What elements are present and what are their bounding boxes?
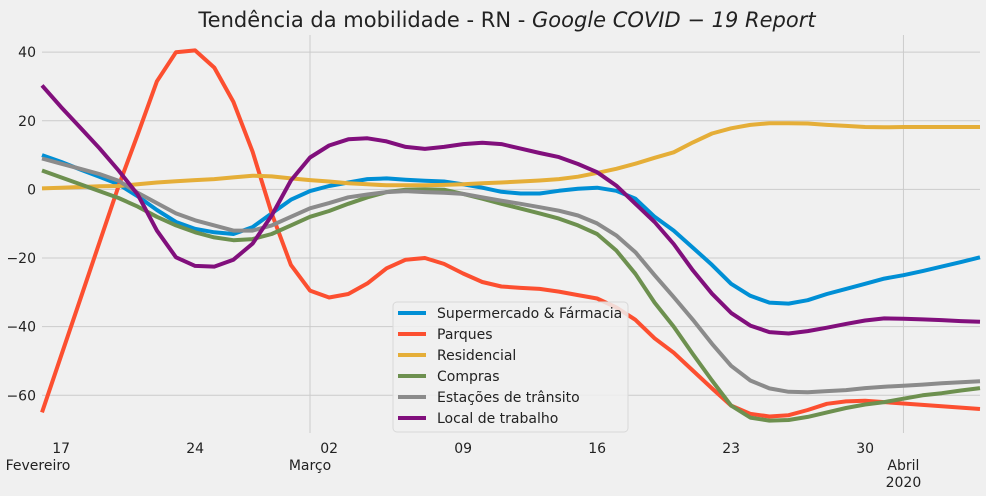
legend-label: Parques: [437, 327, 493, 343]
x-major-tick-label: Fevereiro: [6, 458, 71, 474]
legend-label: Residencial: [437, 348, 516, 364]
series-line-2: [41, 121, 980, 191]
y-tick-label: −60: [6, 388, 36, 404]
x-minor-tick-label: 16: [588, 441, 606, 457]
y-axis: −60 −40 −20 0 20 40: [6, 45, 36, 404]
x-minor-tick-label: 02: [320, 441, 338, 457]
title-prefix: Tendência da mobilidade - RN -: [197, 8, 532, 32]
legend-label: Local de trabalho: [437, 411, 558, 427]
x-minor-tick-label: 23: [722, 441, 740, 457]
series-line-1: [40, 48, 981, 419]
y-tick-label: 40: [18, 45, 36, 61]
x-minor-tick-label: 24: [186, 441, 204, 457]
series-line-5: [40, 84, 981, 336]
y-tick-label: −40: [6, 320, 36, 336]
series-lines: [40, 48, 981, 423]
title-italic: Google COVID − 19 Report: [532, 8, 816, 32]
series-line-0: [41, 153, 981, 306]
legend-box: [392, 301, 629, 433]
legend-label: Supermercado & Fármacia: [437, 306, 622, 322]
x-minor-tick-label: 30: [856, 441, 874, 457]
series-line-4: [41, 156, 981, 395]
x-minor-tick-label: 09: [454, 441, 472, 457]
series-line-3: [41, 168, 981, 423]
chart-title: Tendência da mobilidade - RN - Google CO…: [197, 8, 816, 32]
legend: Supermercado & Fármacia Parques Residencia…: [392, 301, 629, 433]
y-tick-label: 0: [27, 182, 36, 198]
x-major-tick-label: Abril: [887, 458, 919, 474]
legend-label: Estações de trânsito: [437, 390, 580, 406]
x-minor-tick-label: 17: [52, 441, 70, 457]
legend-label: Compras: [437, 369, 500, 385]
y-tick-label: −20: [6, 251, 36, 267]
y-tick-label: 20: [18, 114, 36, 130]
x-major-tick-year: 2020: [886, 475, 922, 491]
x-major-tick-label: Março: [289, 458, 331, 474]
